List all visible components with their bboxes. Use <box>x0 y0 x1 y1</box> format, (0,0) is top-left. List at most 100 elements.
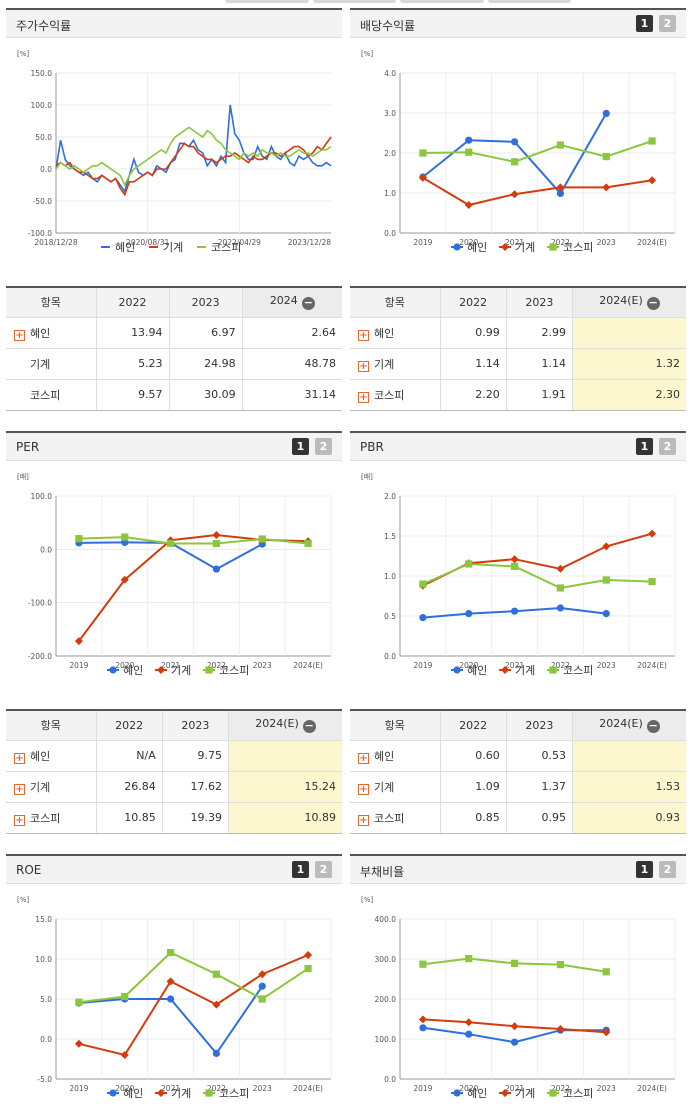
expand-icon[interactable]: + <box>358 391 369 403</box>
x-tick-label: 2024(E) <box>637 661 667 670</box>
column-header: 2023 <box>162 711 230 741</box>
column-header: 2023 <box>506 288 574 318</box>
table-row: + 코스피 10.85 19.39 10.89 <box>6 802 342 833</box>
toggle-1-button[interactable]: 1 <box>636 438 653 455</box>
value-cell: 2.64 <box>242 317 342 349</box>
row-name-cell[interactable]: + 혜인 <box>350 740 441 772</box>
toggle-1-button[interactable]: 1 <box>292 861 309 878</box>
data-point <box>258 970 267 979</box>
data-point <box>212 565 221 573</box>
expand-icon[interactable]: + <box>358 814 369 826</box>
x-tick-label: 2024(E) <box>293 1084 323 1093</box>
expand-icon[interactable]: + <box>14 752 25 764</box>
data-point <box>419 580 427 588</box>
row-label: 혜인 <box>374 749 395 763</box>
expand-icon[interactable]: + <box>358 783 369 795</box>
row-name-cell[interactable]: + 코스피 <box>350 802 441 833</box>
row-name-cell[interactable]: + 기계 <box>6 771 97 803</box>
data-point <box>109 666 117 674</box>
column-header: 항목 <box>6 711 97 741</box>
toggle-1-button[interactable]: 1 <box>636 861 653 878</box>
column-header: 2024(E) − <box>228 711 342 741</box>
panel-title: 부채비율 <box>360 865 405 879</box>
table-row: + 기계 1.09 1.37 1.53 <box>350 771 686 803</box>
table-row: + 코스피 2.20 1.91 2.30 <box>350 379 686 410</box>
data-point <box>465 1030 473 1038</box>
data-point <box>304 951 313 959</box>
row-name-cell[interactable]: + 코스피 <box>350 379 441 410</box>
x-tick-label: 2022 <box>551 661 570 670</box>
row-name-cell[interactable]: + 기계 <box>350 348 441 380</box>
row-name-cell[interactable]: + 코스피 <box>6 802 97 833</box>
data-point <box>121 993 129 1001</box>
table-row: + 기계 1.14 1.14 1.32 <box>350 348 686 380</box>
value-cell: 2.30 <box>572 379 686 410</box>
data-point <box>510 1022 519 1031</box>
collapse-icon[interactable]: − <box>301 296 315 311</box>
column-header: 2023 <box>169 288 243 318</box>
row-label: 코스피 <box>374 811 405 825</box>
axis-unit: [배] <box>361 472 373 481</box>
y-tick-label: -100.0 <box>28 229 52 238</box>
toggle-2-button[interactable]: 2 <box>659 15 676 32</box>
toggle-2-button[interactable]: 2 <box>659 861 676 878</box>
table-row: + 혜인 13.94 6.97 2.64 <box>6 317 342 349</box>
row-label: 코스피 <box>30 388 61 402</box>
toggle-2-button[interactable]: 2 <box>315 861 332 878</box>
data-point <box>510 562 519 570</box>
row-name-cell[interactable]: + 혜인 <box>350 317 441 349</box>
axis-unit: [%] <box>361 896 373 904</box>
panel-title: PBR <box>360 440 384 454</box>
value-cell <box>572 317 686 349</box>
legend-heine: 혜인 <box>123 664 143 677</box>
toggle-2-button[interactable]: 2 <box>659 438 676 455</box>
toggle-1-button[interactable]: 1 <box>292 438 309 455</box>
value-cell: 10.89 <box>228 802 342 833</box>
y-tick-label: 0.0 <box>40 165 52 174</box>
data-point <box>510 1038 519 1046</box>
column-header: 2024− <box>242 288 342 318</box>
toggle-1-button[interactable]: 1 <box>636 15 653 32</box>
value-cell: 2.20 <box>440 379 507 410</box>
legend-heine: 혜인 <box>467 1087 487 1100</box>
y-tick-label: 1.0 <box>384 572 396 581</box>
x-tick-label: 2021 <box>505 1084 524 1093</box>
collapse-icon[interactable]: − <box>646 719 660 734</box>
x-tick-label: 2020 <box>115 1084 134 1093</box>
series-line <box>55 126 332 187</box>
expand-icon[interactable]: + <box>358 329 369 341</box>
series-line <box>422 176 653 207</box>
expand-icon[interactable]: + <box>358 360 369 372</box>
axis-unit: [배] <box>17 472 29 481</box>
collapse-icon[interactable]: − <box>646 296 660 311</box>
data-point <box>648 578 656 586</box>
expand-icon[interactable]: + <box>358 752 369 764</box>
y-tick-label: 1.5 <box>384 532 396 541</box>
x-tick-label: 2020 <box>459 1084 478 1093</box>
row-name-cell[interactable]: + 혜인 <box>6 740 97 772</box>
axis-unit: [%] <box>17 50 29 58</box>
legend-gigye: 기계 <box>515 664 535 677</box>
row-name-cell[interactable]: + 기계 <box>350 771 441 803</box>
panel-stock-return: 주가수익률 [%] 150.0 100.0 50.0 0.0 -50.0 -100.0 201… <box>6 8 342 266</box>
data-point <box>465 610 473 618</box>
toggle-2-button[interactable]: 2 <box>315 438 332 455</box>
x-tick-label: 2020 <box>115 661 134 670</box>
table-row: + 혜인 N/A 9.75 <box>6 740 342 772</box>
expand-icon[interactable]: + <box>14 814 25 826</box>
expand-icon[interactable]: + <box>14 783 25 795</box>
x-tick-label: 2022/04/29 <box>218 238 261 247</box>
x-tick-label: 2019 <box>413 661 432 670</box>
x-tick-label: 2023 <box>597 661 616 670</box>
data-point <box>602 183 611 192</box>
column-header-label: 2024(E) <box>599 717 643 731</box>
y-tick-label: 400.0 <box>375 915 397 924</box>
value-cell: 1.14 <box>506 348 574 380</box>
column-header: 항목 <box>350 288 441 318</box>
top-tab-strip <box>225 0 571 3</box>
row-name-cell[interactable]: + 혜인 <box>6 317 97 349</box>
expand-icon[interactable]: + <box>14 329 25 341</box>
x-tick-label: 2023 <box>597 238 616 247</box>
collapse-icon[interactable]: − <box>302 719 316 734</box>
